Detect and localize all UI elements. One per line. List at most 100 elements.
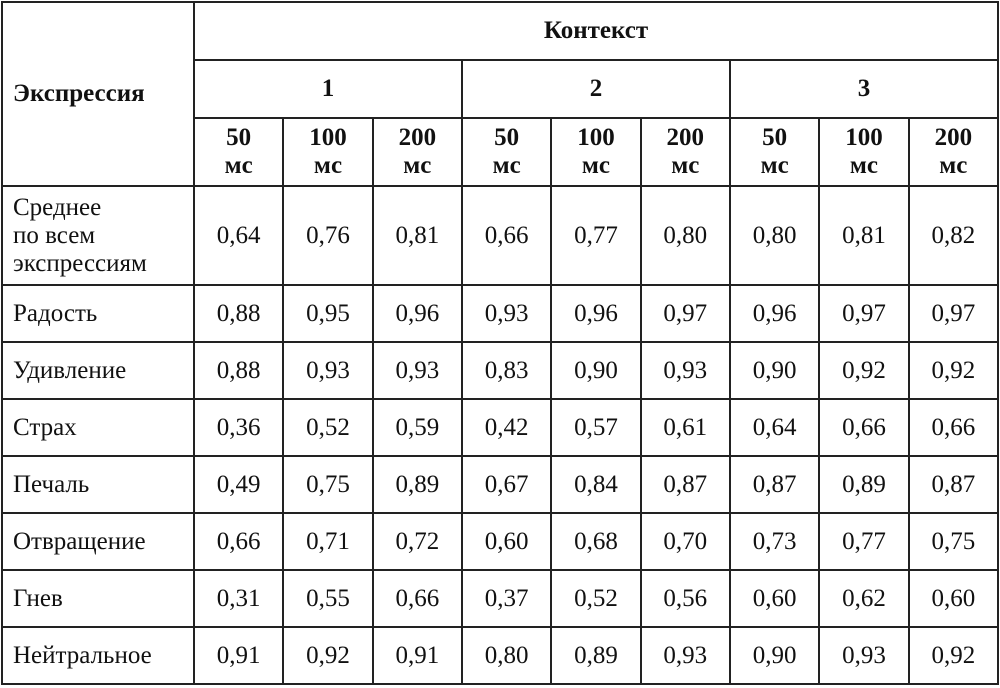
data-row: Удивление 0,88 0,93 0,93 0,83 0,90 0,93 0,90 0,9… [1,341,1000,400]
cell: 0,97 [639,284,731,343]
cell: 0,67 [460,455,553,514]
cell: 0,93 [371,341,463,400]
cell: 0,87 [907,455,1000,514]
cell: 0,55 [282,569,374,628]
cell: 0,87 [639,455,731,514]
duration-unit: мс [403,152,432,179]
cell: 0,97 [818,284,910,343]
cell: 0,89 [818,455,910,514]
row-label-line: Среднее [13,193,102,221]
row-label-line: Гнев [13,584,63,612]
cell: 0,80 [728,185,821,286]
duration-header: 50 мс [192,117,285,187]
cell: 0,91 [192,626,285,685]
data-row: Печаль 0,49 0,75 0,89 0,67 0,84 0,87 0,87 0,89 0,… [1,455,1000,514]
cell: 0,66 [371,569,463,628]
row-label-line: Удивление [13,356,127,384]
cell: 0,90 [728,341,821,400]
row-label-line: Страх [13,413,77,441]
cell: 0,52 [282,398,374,457]
context-header: 3 [728,59,1000,119]
duration-header: 50 мс [728,117,821,187]
cell: 0,77 [818,512,910,571]
duration-value: 100 [309,124,347,151]
duration-header: 100 мс [818,117,910,187]
cell: 0,89 [371,455,463,514]
duration-value: 200 [934,124,973,151]
cell: 0,89 [550,626,642,685]
context-header: 1 [193,59,463,119]
data-row: Страх 0,36 0,52 0,59 0,42 0,57 0,61 0,64 0,66 0,6… [1,398,1000,457]
cell: 0,91 [371,626,463,685]
duration-unit: мс [760,152,789,179]
duration-header: 100 мс [550,117,642,187]
cell: 0,71 [282,512,374,571]
cell: 0,64 [728,398,821,457]
row-label-line: Радость [13,299,98,327]
row-label-line: по всем [13,221,96,249]
cell: 0,82 [907,185,1000,286]
cell: 0,90 [728,626,821,685]
cell: 0,73 [728,512,821,571]
cell: 0,31 [192,569,285,628]
duration-unit: мс [492,152,521,179]
cell: 0,93 [818,626,910,685]
cell: 0,90 [550,341,642,400]
cell: 0,56 [639,569,731,628]
row-label: Нейтральное [1,626,195,685]
cell: 0,49 [192,455,285,514]
cell: 0,93 [282,341,374,400]
duration-header: 200 мс [371,117,463,187]
cell: 0,42 [460,398,553,457]
cell: 0,76 [282,185,374,286]
cell: 0,83 [460,341,553,400]
row-label-line: экспрессиям [13,249,147,277]
duration-unit: мс [939,152,968,179]
cell: 0,66 [907,398,1000,457]
cell: 0,93 [639,626,731,685]
row-label-line: Нейтральное [13,641,152,669]
cell: 0,52 [550,569,642,628]
cell: 0,57 [550,398,642,457]
duration-unit: мс [849,152,879,179]
duration-unit: мс [671,152,700,179]
cell: 0,97 [907,284,1000,343]
cell: 0,96 [728,284,821,343]
cell: 0,92 [282,626,374,685]
cell: 0,96 [371,284,463,343]
duration-value: 100 [845,124,883,151]
cell: 0,66 [192,512,285,571]
cell: 0,93 [639,341,731,400]
cell: 0,60 [907,569,1000,628]
duration-unit: мс [224,152,253,179]
cell: 0,60 [460,512,553,571]
duration-header: 100 мс [282,117,374,187]
duration-value: 50 [226,124,252,151]
cell: 0,66 [460,185,553,286]
cell: 0,64 [192,185,285,286]
row-label: Удивление [1,341,195,400]
data-row: Гнев 0,31 0,55 0,66 0,37 0,52 0,56 0,60 0,62 0,60 [1,569,1000,628]
data-row: Радость 0,88 0,95 0,96 0,93 0,96 0,97 0,96 0,97 0… [1,284,1000,343]
row-label-line: Печаль [13,470,90,498]
cell: 0,72 [371,512,463,571]
cell: 0,92 [818,341,910,400]
duration-header: 50 мс [460,117,553,187]
cell: 0,95 [282,284,374,343]
cell: 0,92 [907,626,1000,685]
cell: 0,36 [192,398,285,457]
cell: 0,60 [728,569,821,628]
cell: 0,66 [818,398,910,457]
cell: 0,62 [818,569,910,628]
cell: 0,37 [460,569,553,628]
cell: 0,81 [818,185,910,286]
cell: 0,87 [728,455,821,514]
duration-header: 200 мс [907,117,1000,187]
cell: 0,96 [550,284,642,343]
row-label-line: Отвращение [13,527,146,555]
row-label: Радость [1,284,195,343]
cell: 0,80 [639,185,731,286]
